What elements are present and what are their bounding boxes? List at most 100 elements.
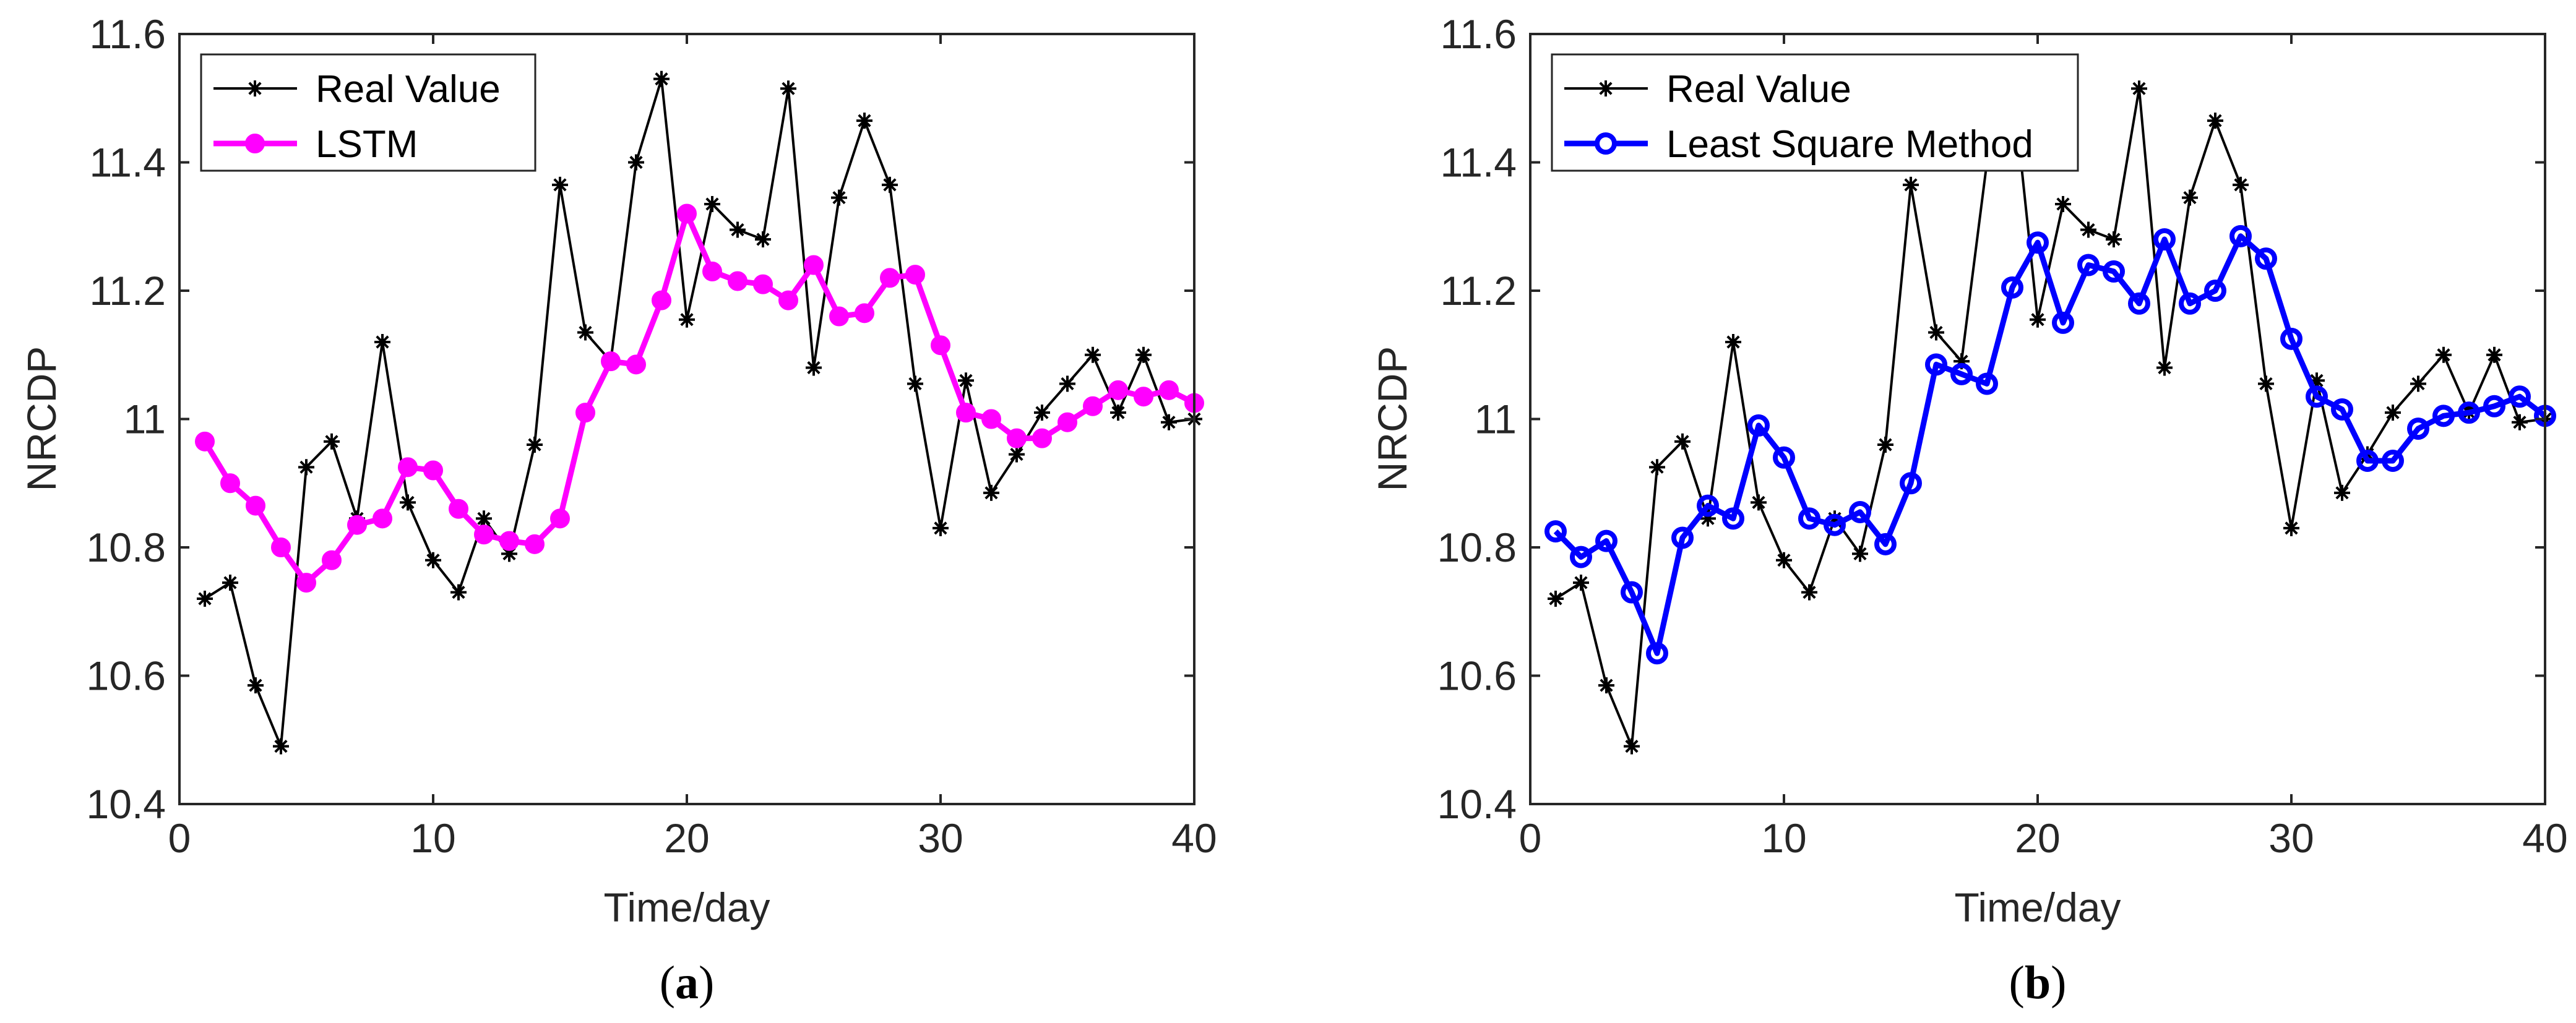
- data-point: [1801, 584, 1817, 601]
- y-tick-label: 10.8: [87, 524, 166, 570]
- data-point: [2385, 404, 2401, 421]
- data-point: [2356, 449, 2379, 472]
- data-point: [271, 537, 291, 557]
- data-point: [601, 351, 621, 372]
- panel-label-b: (b): [2009, 957, 2067, 1009]
- data-point: [2030, 311, 2046, 328]
- data-point: [324, 433, 340, 450]
- data-point: [347, 515, 367, 535]
- data-point: [728, 271, 747, 291]
- data-point: [1950, 362, 1973, 385]
- data-point: [2458, 401, 2480, 424]
- data-point: [222, 575, 238, 591]
- data-point: [831, 189, 847, 206]
- x-tick-label: 20: [664, 815, 709, 861]
- data-point: [2077, 254, 2100, 276]
- data-point: [2128, 292, 2150, 315]
- data-point: [2512, 414, 2528, 430]
- data-point: [1135, 346, 1152, 363]
- series-lstm: [195, 203, 1204, 593]
- data-point: [1598, 677, 1614, 694]
- data-point: [220, 473, 240, 494]
- data-point: [1108, 380, 1128, 400]
- data-point: [730, 221, 746, 238]
- y-axis-label: NRCDP: [19, 346, 64, 492]
- data-point: [322, 550, 342, 570]
- data-point: [2382, 449, 2404, 472]
- data-point: [1877, 437, 1893, 453]
- data-point: [2432, 404, 2455, 427]
- data-point: [1649, 459, 1665, 476]
- y-tick-label: 10.4: [1437, 781, 1517, 827]
- data-point: [626, 354, 646, 375]
- legend-real-label: Real Value: [316, 68, 501, 111]
- legend-lsm-label: Least Square Method: [1666, 123, 2033, 166]
- y-tick-label: 11.2: [89, 268, 166, 314]
- data-point: [1134, 387, 1153, 407]
- data-point: [552, 176, 568, 193]
- data-point: [1751, 494, 1767, 511]
- data-point: [1007, 428, 1027, 448]
- data-point: [880, 268, 900, 288]
- data-point: [1544, 520, 1567, 543]
- data-point: [527, 437, 543, 453]
- data-point: [1059, 375, 1075, 392]
- data-point: [931, 335, 950, 356]
- data-point: [2103, 260, 2125, 283]
- series-layer: [1544, 71, 2556, 755]
- x-tick-label: 10: [1761, 815, 1806, 861]
- data-point: [2080, 221, 2096, 238]
- data-point: [197, 591, 213, 607]
- data-point: [806, 359, 822, 376]
- x-tick-label: 10: [410, 815, 455, 861]
- series-layer: [195, 71, 1204, 755]
- data-point: [2483, 395, 2505, 417]
- x-tick-label: 30: [918, 815, 963, 861]
- data-point: [1110, 404, 1126, 421]
- data-point: [1824, 513, 1846, 536]
- data-point: [1034, 404, 1050, 421]
- data-point: [400, 494, 416, 511]
- series-least-square-method: [1544, 225, 2556, 665]
- data-point: [2509, 385, 2531, 408]
- legend-box: [1551, 53, 2079, 172]
- legend-lstm-label: LSTM: [316, 123, 418, 166]
- data-point: [2334, 484, 2350, 501]
- data-point: [1798, 507, 1820, 530]
- y-tick-label: 11.6: [89, 11, 166, 57]
- data-point: [1925, 353, 1947, 376]
- data-point: [780, 80, 796, 97]
- data-point: [499, 531, 519, 551]
- data-point: [2131, 80, 2147, 97]
- series-line: [1553, 233, 2547, 656]
- data-point: [2280, 327, 2302, 350]
- data-point: [829, 306, 849, 327]
- x-tick-label: 40: [2522, 815, 2567, 861]
- data-point: [2027, 231, 2049, 254]
- data-point: [423, 460, 443, 481]
- data-point: [677, 203, 697, 224]
- data-point: [2204, 280, 2226, 302]
- y-tick-label: 10.4: [87, 781, 166, 827]
- data-point: [981, 409, 1001, 429]
- data-point: [373, 508, 392, 529]
- legend-real-marker: [247, 80, 263, 96]
- y-tick-label: 11.4: [89, 140, 166, 186]
- data-point: [679, 311, 695, 328]
- data-point: [1573, 575, 1589, 591]
- series-line: [204, 77, 1195, 748]
- x-tick-label: 40: [1171, 815, 1217, 861]
- data-point: [755, 231, 771, 247]
- data-point: [2229, 225, 2252, 247]
- y-tick-label: 11.2: [1440, 268, 1517, 314]
- data-point: [1159, 380, 1179, 400]
- chart-panel-a: 0 10 20 30 40 10.4 10.6 10.8 11 11.2 11.4 11.6 Time…: [19, 11, 1217, 1009]
- data-point: [804, 255, 824, 275]
- data-point: [653, 71, 670, 87]
- data-point: [1722, 507, 1744, 530]
- data-point: [1161, 414, 1177, 430]
- data-point: [1849, 500, 1871, 523]
- data-point: [2407, 417, 2429, 440]
- data-point: [856, 113, 872, 129]
